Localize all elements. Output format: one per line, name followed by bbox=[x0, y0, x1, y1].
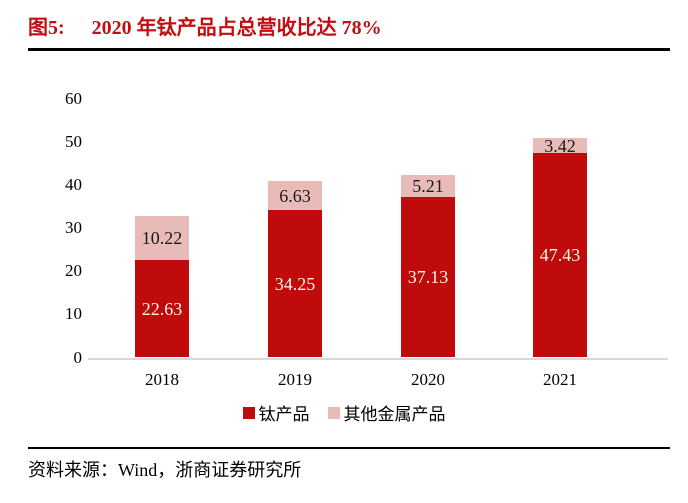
bar-segment-其他金属产品-2019: 6.63 bbox=[268, 181, 322, 210]
data-label: 34.25 bbox=[274, 273, 316, 294]
y-tick-label: 10 bbox=[65, 304, 82, 324]
bar-segment-其他金属产品-2021: 3.42 bbox=[533, 135, 587, 156]
y-tick-label: 40 bbox=[65, 175, 82, 195]
x-tick-label-2020: 2020 bbox=[411, 370, 445, 389]
data-label: 10.22 bbox=[141, 227, 183, 248]
figure-number-label: 图5: bbox=[28, 17, 65, 39]
data-label: 37.13 bbox=[407, 267, 449, 288]
x-tick-label-2021: 2021 bbox=[543, 370, 577, 389]
legend-swatch-icon bbox=[327, 406, 340, 419]
legend-item-其他金属产品: 其他金属产品 bbox=[327, 400, 446, 425]
bar-segment-钛产品-2020: 37.13 bbox=[401, 197, 455, 358]
y-tick-label: 20 bbox=[65, 261, 82, 281]
source-note: 资料来源：Wind，浙商证券研究所 bbox=[28, 460, 302, 480]
x-tick-label-2018: 2018 bbox=[145, 370, 179, 389]
legend-item-钛产品: 钛产品 bbox=[242, 400, 310, 425]
footer-divider-rule bbox=[28, 447, 670, 449]
stacked-bar-chart: 0 10 20 30 40 50 60 22.63 10.22 34.25 6.63 37.13 5.… bbox=[0, 52, 688, 397]
y-tick-label: 30 bbox=[65, 218, 82, 238]
figure-title-text: 2020 年钛产品占总营收比达 78% bbox=[91, 17, 382, 39]
data-label: 6.63 bbox=[279, 185, 311, 206]
data-label: 47.43 bbox=[539, 245, 581, 266]
legend-label: 钛产品 bbox=[258, 405, 310, 424]
bar-segment-钛产品-2018: 22.63 bbox=[135, 259, 189, 358]
legend-swatch-icon bbox=[242, 406, 255, 419]
data-label: 3.42 bbox=[544, 135, 576, 156]
title-divider-rule bbox=[28, 48, 670, 51]
bar-segment-钛产品-2021: 47.43 bbox=[533, 153, 587, 358]
y-tick-label: 50 bbox=[65, 132, 82, 151]
x-axis-baseline bbox=[88, 357, 668, 360]
data-label: 5.21 bbox=[412, 176, 444, 197]
bar-segment-其他金属产品-2020: 5.21 bbox=[401, 175, 455, 198]
bar-segment-钛产品-2019: 34.25 bbox=[268, 209, 322, 358]
legend-label: 其他金属产品 bbox=[343, 405, 446, 424]
y-tick-label: 0 bbox=[73, 347, 83, 367]
x-tick-label-2019: 2019 bbox=[278, 370, 312, 389]
data-label: 22.63 bbox=[141, 298, 183, 319]
y-tick-label: 60 bbox=[65, 88, 82, 108]
figure-title: 图5: 2020 年钛产品占总营收比达 78% bbox=[28, 11, 382, 40]
bar-segment-其他金属产品-2018: 10.22 bbox=[135, 215, 189, 260]
chart-legend: 钛产品 其他金属产品 bbox=[0, 400, 688, 425]
